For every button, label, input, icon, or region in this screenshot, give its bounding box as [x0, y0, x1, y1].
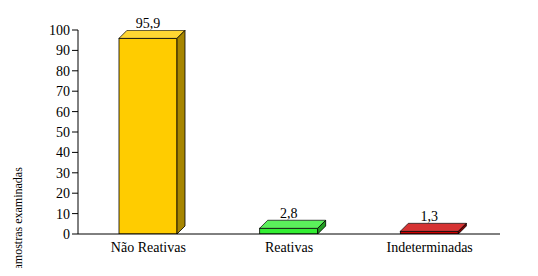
svg-text:95,9: 95,9 [136, 16, 161, 31]
svg-text:100: 100 [49, 23, 70, 38]
svg-text:0: 0 [63, 227, 70, 242]
svg-text:60: 60 [56, 105, 70, 120]
svg-text:Indeterminadas: Indeterminadas [387, 240, 473, 255]
svg-text:Reativas: Reativas [265, 240, 313, 255]
svg-text:30: 30 [56, 166, 70, 181]
svg-text:80: 80 [56, 64, 70, 79]
svg-text:1,3: 1,3 [421, 209, 439, 224]
svg-text:10: 10 [56, 207, 70, 222]
svg-text:20: 20 [56, 186, 70, 201]
svg-text:70: 70 [56, 84, 70, 99]
svg-text:50: 50 [56, 125, 70, 140]
svg-text:Não Reativas: Não Reativas [111, 240, 186, 255]
svg-text:2,8: 2,8 [280, 206, 298, 221]
svg-text:% de amostras examinadas: % de amostras examinadas [11, 167, 25, 268]
svg-text:40: 40 [56, 145, 70, 160]
svg-text:90: 90 [56, 43, 70, 58]
